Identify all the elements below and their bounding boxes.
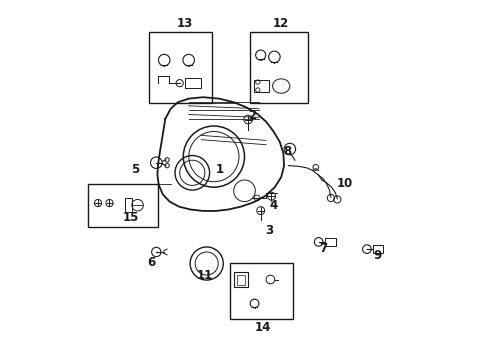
Text: 15: 15 <box>122 211 139 224</box>
Bar <box>254 80 268 92</box>
Bar <box>185 78 201 88</box>
Bar <box>372 245 383 253</box>
Text: 13: 13 <box>177 17 193 30</box>
Text: 6: 6 <box>146 256 155 269</box>
Bar <box>230 263 292 319</box>
Text: 9: 9 <box>373 249 381 262</box>
Text: 2: 2 <box>247 109 255 122</box>
Text: 3: 3 <box>265 224 273 237</box>
Bar <box>149 32 212 103</box>
Text: 14: 14 <box>254 321 270 334</box>
Bar <box>237 275 244 284</box>
Text: 1: 1 <box>215 163 223 176</box>
Text: 12: 12 <box>272 17 288 30</box>
Text: 4: 4 <box>268 199 277 212</box>
Text: 10: 10 <box>337 177 353 190</box>
Bar <box>234 272 247 287</box>
Text: 7: 7 <box>319 242 327 255</box>
Bar <box>125 198 132 212</box>
Bar <box>325 238 335 246</box>
Text: 8: 8 <box>283 145 291 158</box>
Bar <box>249 32 307 103</box>
Bar <box>88 184 158 227</box>
Text: 5: 5 <box>130 163 139 176</box>
Text: 11: 11 <box>196 269 213 282</box>
